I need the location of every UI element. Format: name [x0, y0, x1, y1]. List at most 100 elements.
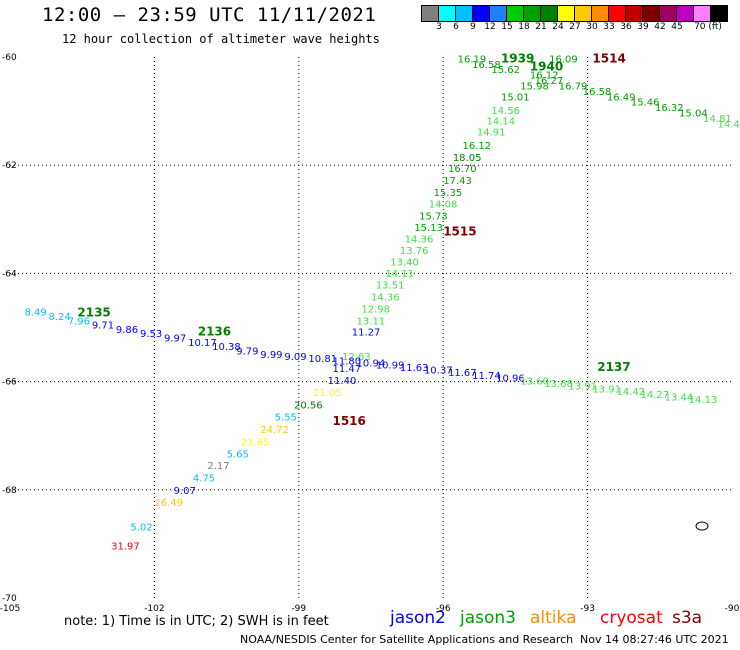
- wave-height-value: 14.48: [718, 119, 740, 130]
- satellite-altika-label: altika: [530, 608, 577, 628]
- satellite-jason3-label: jason3: [460, 608, 516, 628]
- wave-height-value: 4.75: [193, 474, 215, 485]
- wave-height-value: 18.05: [453, 153, 482, 164]
- wave-height-value: 9.71: [92, 321, 114, 332]
- legend-swatch: [694, 6, 711, 21]
- wave-height-value: 14.36: [371, 292, 400, 303]
- lat-tick-label: -70: [2, 594, 17, 604]
- wave-height-value: 16.12: [530, 71, 559, 82]
- legend-tick: 30: [586, 22, 598, 32]
- wave-height-value: 14.13: [689, 395, 718, 406]
- map-subtitle: 12 hour collection of altimeter wave hei…: [62, 32, 380, 46]
- lon-tick-label: -105: [0, 604, 20, 614]
- legend-tick: 9: [470, 22, 476, 32]
- legend-tick: 15: [501, 22, 513, 32]
- legend-tick: 21: [535, 22, 547, 32]
- legend-swatch: [439, 6, 456, 21]
- legend-tick: 27: [569, 22, 581, 32]
- legend-swatch: [643, 6, 660, 21]
- wave-height-value: 15.62: [491, 65, 520, 76]
- wave-height-value: 12.63: [342, 352, 371, 363]
- wave-height-value: 20.56: [294, 401, 323, 412]
- pass-time-label: 1515: [443, 225, 476, 239]
- legend-swatch: [609, 6, 626, 21]
- legend-swatch: [626, 6, 643, 21]
- wave-height-value: 15.01: [501, 92, 530, 103]
- wave-height-value: 13.60: [520, 376, 549, 387]
- color-scale-legend: [421, 5, 728, 22]
- wave-height-value: 14.81: [703, 114, 732, 125]
- wave-height-value: 9.53: [140, 329, 162, 340]
- wave-height-value: 9.97: [164, 334, 186, 345]
- pass-time-label: 2137: [597, 360, 630, 374]
- legend-swatch: [541, 6, 558, 21]
- wave-height-value: 10.81: [308, 354, 337, 365]
- pass-time-label: 2135: [77, 306, 110, 320]
- wave-height-value: 31.97: [111, 541, 140, 552]
- wave-height-value: 13.44: [665, 393, 694, 404]
- legend-swatch: [575, 6, 592, 21]
- legend-tick: 33: [603, 22, 615, 32]
- satellite-s3a-label: s3a: [672, 608, 703, 628]
- pass-time-label: 1516: [332, 414, 365, 428]
- wave-height-value: 10.38: [212, 342, 241, 353]
- generated-timestamp: Nov 14 08:27:46 UTC 2021: [580, 633, 729, 646]
- wave-height-value: 13.91: [592, 384, 621, 395]
- wave-height-value: 11.80: [332, 356, 361, 367]
- wave-height-value: 15.13: [414, 223, 443, 234]
- legend-tick: 3: [436, 22, 442, 32]
- wave-height-value: 11.40: [328, 376, 357, 387]
- legend-tick: 39: [637, 22, 649, 32]
- wave-height-value: 9.07: [174, 486, 196, 497]
- legend-swatch: [660, 6, 677, 21]
- wave-height-value: 11.74: [472, 371, 501, 382]
- legend-swatch: [677, 6, 694, 21]
- legend-tick: 70 (ft): [694, 22, 722, 32]
- wave-height-value: 9.79: [236, 347, 258, 358]
- wave-height-value: 15.46: [631, 98, 660, 109]
- legend-tick: 12: [484, 22, 496, 32]
- lat-tick-label: -60: [2, 53, 17, 63]
- legend-swatch: [473, 6, 490, 21]
- wave-height-value: 13.11: [357, 316, 386, 327]
- wave-height-value: 16.49: [607, 92, 636, 103]
- wave-height-value: 7.96: [68, 316, 90, 327]
- wave-height-value: 11.67: [448, 368, 477, 379]
- legend-swatch: [711, 6, 727, 21]
- lat-tick-label: -66: [2, 378, 17, 388]
- satellite-jason2-label: jason2: [390, 608, 446, 628]
- map-title: 12:00 – 23:59 UTC 11/11/2021: [42, 4, 377, 26]
- wave-height-value: 8.24: [49, 312, 71, 323]
- pass-time-label: 1514: [592, 51, 625, 65]
- lon-tick-label: -96: [436, 604, 451, 614]
- lon-tick-label: -93: [580, 604, 595, 614]
- lon-tick-label: -99: [291, 604, 306, 614]
- wave-height-value: 13.91: [568, 382, 597, 393]
- wave-height-value: 14.27: [641, 390, 670, 401]
- wave-height-value: 5.65: [227, 449, 249, 460]
- wave-height-value: 11.47: [332, 364, 361, 375]
- wave-height-value: 14.08: [429, 199, 458, 210]
- wave-height-value: 14.42: [616, 387, 645, 398]
- wave-height-value: 17.43: [443, 176, 472, 187]
- wave-height-value: 16.27: [535, 76, 564, 87]
- credit-line: NOAA/NESDIS Center for Satellite Applica…: [240, 633, 574, 646]
- wave-height-value: 14.36: [405, 235, 434, 246]
- pass-time-label: 1939: [501, 51, 534, 65]
- legend-tick: 45: [671, 22, 683, 32]
- island-outline: [695, 521, 709, 531]
- wave-height-value: 11.27: [352, 328, 381, 339]
- wave-height-value: 10.17: [188, 338, 217, 349]
- wave-height-value: 9.86: [116, 325, 138, 336]
- wave-height-value: 10.94: [357, 358, 386, 369]
- legend-swatch: [456, 6, 473, 21]
- wave-height-value: 26.49: [154, 498, 183, 509]
- wave-height-value: 10.96: [496, 374, 525, 385]
- lat-lon-grid: [10, 57, 732, 598]
- wave-height-value: 11.63: [400, 363, 429, 374]
- wave-height-value: 15.04: [679, 109, 708, 120]
- wave-height-value: 13.68: [544, 379, 573, 390]
- wave-height-value: 16.58: [583, 87, 612, 98]
